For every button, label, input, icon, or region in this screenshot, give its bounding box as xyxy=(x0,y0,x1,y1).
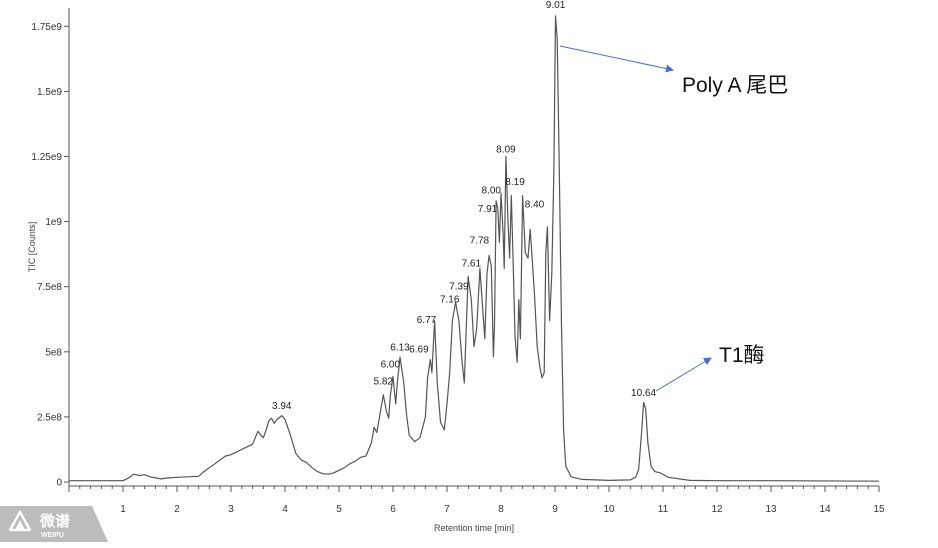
y-tick-label: 1.5e9 xyxy=(37,87,62,98)
x-tick-label: 11 xyxy=(658,504,669,515)
y-tick-label: 2.5e8 xyxy=(37,412,62,423)
x-tick-label: 3 xyxy=(228,504,234,515)
y-tick-label: 5e8 xyxy=(45,347,62,358)
peak-label: 9.01 xyxy=(546,0,566,11)
y-tick-label: 1.25e9 xyxy=(31,152,62,163)
peak-label: 7.39 xyxy=(449,281,469,292)
tic-trace-line xyxy=(69,15,880,482)
peak-label: 6.69 xyxy=(409,344,429,355)
peak-label: 7.78 xyxy=(470,236,490,247)
watermark-sub: WEIPU xyxy=(41,532,64,539)
x-tick-label: 7 xyxy=(444,504,450,515)
x-tick-label: 4 xyxy=(282,504,288,515)
x-tick-label: 9 xyxy=(552,504,558,515)
x-tick-label: 14 xyxy=(819,504,831,515)
y-axis-ticks: 0 2.5e8 5e8 7.5e8 1e9 1.25e9 1.5e9 1.75e9 xyxy=(31,22,69,489)
x-tick-label: 15 xyxy=(873,504,885,515)
t1-enzyme-arrow xyxy=(655,357,712,392)
x-tick-label: 1 xyxy=(120,504,126,515)
peak-labels: 3.94 5.82 6.00 6.13 6.69 6.777.16 7.39 7.61 7.78… xyxy=(272,0,656,412)
x-tick-label: 13 xyxy=(765,504,777,515)
poly-a-annotation: Poly A 尾巴 xyxy=(682,74,788,97)
weipu-watermark: 微谱 WEIPU xyxy=(0,506,108,542)
peak-label: 8.40 xyxy=(525,199,545,210)
peak-label: 6.77 xyxy=(417,315,437,326)
x-axis-title: Retention time [min] xyxy=(434,523,514,533)
x-tick-label: 8 xyxy=(498,504,504,515)
y-axis-title: TIC [Counts] xyxy=(27,222,37,273)
x-tick-label: 10 xyxy=(603,504,615,515)
peak-label: 8.00 xyxy=(482,185,502,196)
peak-label: 10.64 xyxy=(631,388,656,399)
peak-label: 6.13 xyxy=(390,342,410,353)
watermark-logo-icon xyxy=(8,510,32,532)
watermark-brand: 微谱 xyxy=(39,512,70,530)
peak-label: 6.00 xyxy=(381,359,401,370)
watermark-backdrop xyxy=(0,506,108,542)
t1-enzyme-annotation: T1酶 xyxy=(719,344,765,367)
y-tick-label: 0 xyxy=(56,478,62,489)
peak-label: 5.82 xyxy=(374,376,394,387)
peak-label: 3.94 xyxy=(272,401,292,412)
x-tick-label: 2 xyxy=(174,504,180,515)
x-tick-label: 12 xyxy=(711,504,723,515)
peak-label: 7.16 xyxy=(440,294,460,305)
y-tick-label: 1.75e9 xyxy=(31,22,62,33)
peak-label: 7.91 xyxy=(478,204,498,215)
y-tick-label: 1e9 xyxy=(45,217,62,228)
peak-label: 7.61 xyxy=(462,258,482,269)
peak-label: 8.09 xyxy=(496,145,516,156)
x-axis-ticks: 1 2 3 4 5 6 7 8 9 10 11 12 13 14 15 xyxy=(68,486,885,515)
peak-label: 8.19 xyxy=(505,177,525,188)
x-tick-label: 6 xyxy=(390,504,396,515)
poly-a-arrow xyxy=(559,45,674,73)
y-tick-label: 7.5e8 xyxy=(37,282,62,293)
x-tick-label: 5 xyxy=(336,504,342,515)
